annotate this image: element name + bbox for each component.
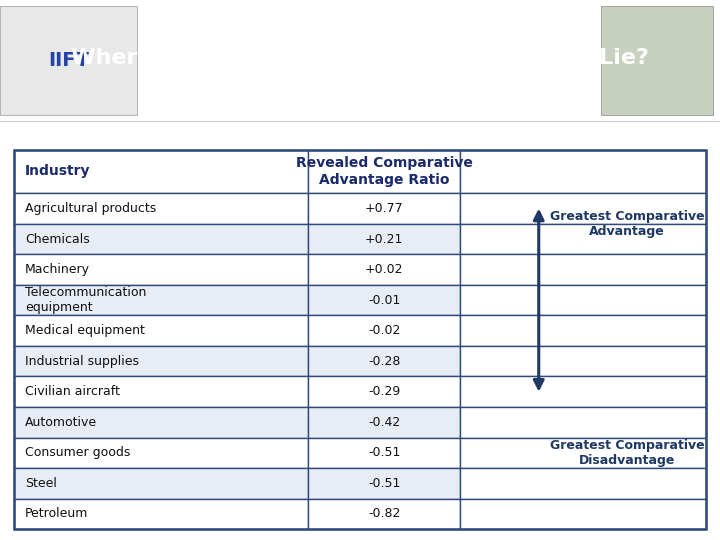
Bar — [14, 315, 308, 346]
Text: -0.51: -0.51 — [368, 447, 400, 460]
Bar — [14, 224, 308, 254]
Bar — [308, 468, 460, 498]
Bar — [308, 376, 460, 407]
Bar — [308, 224, 460, 254]
Bar — [460, 254, 706, 285]
Text: Revealed Comparative
Advantage Ratio: Revealed Comparative Advantage Ratio — [296, 156, 472, 186]
Text: -0.29: -0.29 — [368, 385, 400, 399]
Bar — [460, 285, 706, 315]
Text: Telecommunication
equipment: Telecommunication equipment — [24, 286, 146, 314]
Text: +0.77: +0.77 — [365, 202, 403, 215]
Text: Petroleum: Petroleum — [24, 508, 88, 521]
Bar — [308, 254, 460, 285]
Bar — [14, 285, 308, 315]
Text: Machinery: Machinery — [24, 263, 90, 276]
Bar — [308, 193, 460, 224]
Bar — [14, 498, 308, 529]
Text: +0.02: +0.02 — [365, 263, 403, 276]
Text: Consumer goods: Consumer goods — [24, 447, 130, 460]
Text: Civilian aircraft: Civilian aircraft — [24, 385, 120, 399]
Text: -0.82: -0.82 — [368, 508, 400, 521]
Bar — [460, 407, 706, 437]
FancyBboxPatch shape — [601, 6, 713, 116]
Bar — [14, 254, 308, 285]
Text: Industry: Industry — [24, 164, 90, 178]
Bar — [308, 407, 460, 437]
Bar — [308, 150, 460, 193]
Text: International Economics: International Economics — [490, 128, 698, 143]
Text: +0.21: +0.21 — [365, 233, 403, 246]
Bar — [460, 346, 706, 376]
Bar — [460, 437, 706, 468]
Text: IIFT: IIFT — [48, 51, 89, 70]
Text: -0.51: -0.51 — [368, 477, 400, 490]
Bar — [308, 437, 460, 468]
Bar — [460, 150, 706, 193]
Text: Agricultural products: Agricultural products — [24, 202, 156, 215]
Text: Medical equipment: Medical equipment — [24, 324, 145, 337]
Bar — [14, 407, 308, 437]
Text: -0.42: -0.42 — [368, 416, 400, 429]
Bar — [308, 346, 460, 376]
Bar — [308, 315, 460, 346]
Bar — [460, 224, 706, 254]
Text: Automotive: Automotive — [24, 416, 97, 429]
Text: -0.01: -0.01 — [368, 294, 400, 307]
Bar — [14, 468, 308, 498]
Text: Greatest Comparative
Disadvantage: Greatest Comparative Disadvantage — [550, 439, 704, 467]
Bar — [308, 498, 460, 529]
Text: Steel: Steel — [24, 477, 57, 490]
Text: Greatest Comparative
Advantage: Greatest Comparative Advantage — [550, 210, 704, 238]
Text: -0.02: -0.02 — [368, 324, 400, 337]
Bar — [460, 315, 706, 346]
Bar — [14, 437, 308, 468]
Text: Where Does U.S. Comparative Advantage Lie?: Where Does U.S. Comparative Advantage Li… — [71, 48, 649, 69]
Bar — [460, 193, 706, 224]
Text: Industrial supplies: Industrial supplies — [24, 355, 139, 368]
Bar — [14, 193, 308, 224]
Bar — [308, 285, 460, 315]
Bar — [460, 376, 706, 407]
Bar — [14, 376, 308, 407]
Bar — [460, 498, 706, 529]
Bar — [14, 150, 308, 193]
Bar — [14, 346, 308, 376]
Bar — [460, 468, 706, 498]
Text: Chemicals: Chemicals — [24, 233, 89, 246]
Text: -0.28: -0.28 — [368, 355, 400, 368]
FancyBboxPatch shape — [0, 6, 137, 116]
